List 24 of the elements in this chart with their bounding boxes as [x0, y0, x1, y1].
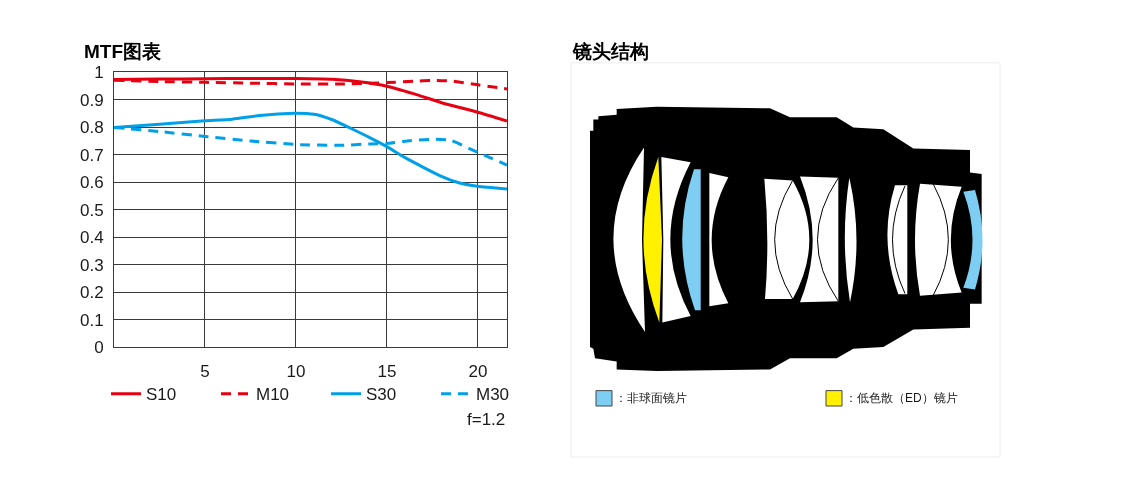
x-tick-label: 10: [286, 361, 306, 381]
chart-title: MTF图表: [84, 41, 163, 62]
y-tick-label: 0: [94, 338, 104, 358]
y-tick-label: 0.9: [79, 90, 104, 110]
x-tick-label: 20: [468, 361, 488, 381]
text: f=1.2: [467, 410, 506, 429]
y-tick-label: 0.8: [79, 118, 104, 138]
x-tick-label: 5: [200, 361, 210, 381]
text: 镜头结构: [572, 41, 649, 62]
y-tick-label: 1: [94, 63, 104, 83]
y-tick-label: 0.2: [79, 283, 104, 303]
legend-label: M30: [476, 385, 510, 405]
text: ：非球面镜片: [615, 391, 687, 405]
y-tick-label: 0.4: [79, 228, 104, 248]
y-tick-label: 0.1: [79, 310, 104, 330]
y-tick-label: 0.7: [79, 145, 104, 165]
legend-label: S10: [146, 385, 177, 405]
legend-label: S30: [366, 385, 397, 405]
text: ：低色散（ED）镜片: [845, 391, 958, 405]
x-tick-label: 15: [377, 361, 397, 381]
y-tick-label: 0.3: [79, 255, 104, 275]
y-tick-label: 0.5: [79, 200, 104, 220]
legend-label: M10: [256, 385, 290, 405]
y-tick-label: 0.6: [79, 173, 104, 193]
